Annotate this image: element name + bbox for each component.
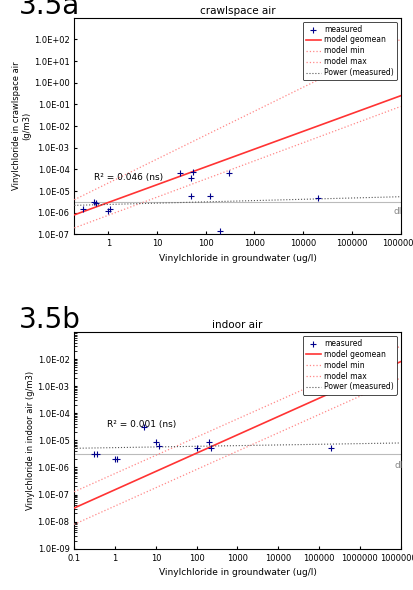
measured [217, 226, 224, 235]
Text: 3.5b: 3.5b [19, 306, 81, 334]
X-axis label: Vinylchloride in groundwater (ug/l): Vinylchloride in groundwater (ug/l) [159, 568, 316, 577]
measured [114, 454, 120, 464]
X-axis label: Vinylchloride in groundwater (ug/l): Vinylchloride in groundwater (ug/l) [159, 254, 316, 263]
Text: R² = 0.001 (ns): R² = 0.001 (ns) [107, 419, 177, 429]
measured [93, 450, 100, 459]
Y-axis label: Vinylchloride in crawlspace air
(g/m3): Vinylchloride in crawlspace air (g/m3) [12, 62, 31, 191]
Text: dl: dl [394, 461, 403, 470]
Legend: measured, model geomean, model min, model max, Power (measured): measured, model geomean, model min, mode… [303, 336, 397, 395]
Text: dl: dl [393, 207, 401, 216]
measured [193, 444, 200, 453]
measured [206, 191, 213, 201]
measured [140, 422, 147, 432]
measured [156, 442, 162, 451]
measured [177, 168, 184, 178]
measured [226, 168, 233, 178]
measured [107, 204, 114, 214]
Legend: measured, model geomean, model min, model max, Power (measured): measured, model geomean, model min, mode… [303, 21, 397, 80]
measured [153, 437, 159, 446]
measured [59, 458, 65, 467]
measured [93, 198, 99, 208]
measured [188, 191, 195, 201]
Y-axis label: Vinylchloride in indoor air (g/m3): Vinylchloride in indoor air (g/m3) [26, 371, 35, 510]
Text: 3.5a: 3.5a [19, 0, 80, 19]
measured [188, 173, 195, 183]
measured [112, 454, 119, 464]
measured [90, 197, 97, 206]
Title: crawlspace air: crawlspace air [199, 5, 275, 15]
Text: R² = 0.046 (ns): R² = 0.046 (ns) [94, 173, 164, 182]
measured [105, 206, 112, 216]
measured [190, 167, 197, 176]
measured [207, 444, 214, 453]
measured [315, 193, 321, 202]
measured [90, 450, 97, 459]
Title: indoor air: indoor air [212, 320, 263, 330]
measured [80, 204, 86, 214]
measured [328, 444, 335, 453]
measured [206, 437, 212, 446]
